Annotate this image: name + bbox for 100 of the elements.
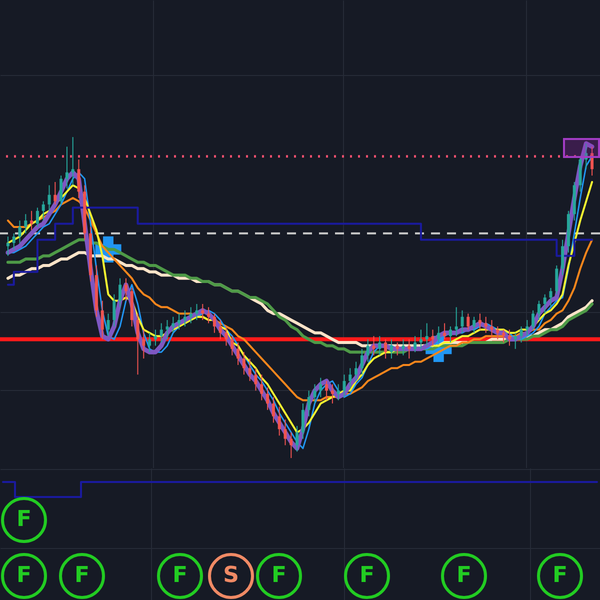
candlestick bbox=[24, 214, 28, 234]
candlestick bbox=[472, 316, 476, 334]
candlestick bbox=[396, 342, 399, 356]
candlestick bbox=[284, 419, 287, 446]
candlestick bbox=[290, 432, 293, 459]
candlestick bbox=[201, 303, 204, 321]
candlestick bbox=[443, 322, 446, 340]
candlestick bbox=[378, 336, 382, 356]
candlestick bbox=[65, 146, 68, 189]
candlestick bbox=[248, 358, 252, 382]
candlestick bbox=[71, 136, 74, 186]
candlestick bbox=[18, 220, 22, 244]
candlestick bbox=[242, 352, 246, 376]
candlestick bbox=[313, 384, 316, 404]
candlestick bbox=[330, 384, 334, 404]
candlestick bbox=[319, 377, 322, 398]
candlestick bbox=[172, 316, 175, 334]
candlestick bbox=[549, 287, 552, 308]
candlestick bbox=[212, 313, 216, 334]
candlestick bbox=[224, 326, 228, 346]
candlestick bbox=[106, 313, 110, 337]
candlestick bbox=[448, 326, 452, 343]
candlestick bbox=[325, 380, 328, 401]
text: F bbox=[16, 563, 32, 588]
candlestick bbox=[508, 329, 511, 346]
candlestick bbox=[502, 329, 506, 343]
candlestick bbox=[118, 278, 122, 308]
candlestick bbox=[348, 368, 352, 388]
candlestick bbox=[342, 374, 346, 398]
candlestick bbox=[42, 200, 45, 222]
candlestick bbox=[166, 320, 169, 340]
candlestick bbox=[77, 159, 80, 199]
candlestick bbox=[360, 348, 364, 376]
candlestick bbox=[390, 338, 393, 360]
candlestick bbox=[514, 332, 517, 350]
text: F bbox=[456, 563, 472, 588]
candlestick bbox=[301, 402, 304, 440]
candlestick bbox=[218, 320, 222, 340]
candlestick bbox=[266, 386, 270, 410]
candlestick bbox=[484, 316, 488, 334]
candlestick bbox=[437, 326, 440, 343]
candlestick bbox=[36, 207, 39, 228]
candlestick bbox=[260, 374, 264, 401]
candlestick bbox=[561, 239, 564, 276]
candlestick bbox=[48, 184, 51, 212]
candlestick bbox=[354, 361, 358, 382]
candlestick bbox=[555, 264, 558, 295]
candlestick bbox=[142, 329, 146, 360]
candlestick bbox=[466, 313, 470, 330]
candlestick bbox=[148, 332, 152, 353]
candlestick bbox=[543, 294, 546, 314]
text: F bbox=[552, 563, 568, 588]
candlestick bbox=[307, 390, 310, 417]
candlestick bbox=[207, 306, 210, 324]
text: S bbox=[223, 563, 239, 588]
candlestick bbox=[490, 320, 494, 337]
candlestick bbox=[100, 300, 104, 340]
candlestick bbox=[178, 313, 181, 330]
candlestick bbox=[30, 210, 34, 231]
candlestick bbox=[189, 306, 192, 324]
candlestick bbox=[408, 338, 411, 360]
candlestick bbox=[112, 294, 116, 327]
candlestick bbox=[366, 338, 370, 362]
candlestick bbox=[278, 406, 281, 436]
candlestick bbox=[272, 396, 275, 424]
candlestick bbox=[154, 329, 157, 346]
text: F bbox=[359, 563, 375, 588]
candlestick bbox=[584, 142, 588, 170]
candlestick bbox=[425, 322, 428, 346]
candlestick bbox=[526, 320, 529, 337]
text: F bbox=[74, 563, 90, 588]
candlestick bbox=[236, 342, 240, 366]
candlestick bbox=[336, 384, 340, 401]
candlestick bbox=[454, 306, 458, 337]
candlestick bbox=[414, 336, 417, 353]
candlestick bbox=[183, 310, 186, 327]
candlestick bbox=[419, 329, 422, 350]
candlestick bbox=[496, 326, 500, 340]
candlestick bbox=[12, 232, 16, 250]
candlestick bbox=[402, 338, 405, 356]
candlestick bbox=[520, 326, 523, 343]
candlestick bbox=[532, 310, 535, 330]
candlestick bbox=[60, 175, 63, 205]
candlestick bbox=[160, 322, 163, 343]
candlestick bbox=[54, 182, 57, 205]
text: F bbox=[271, 563, 287, 588]
candlestick bbox=[537, 300, 540, 321]
candlestick bbox=[478, 313, 482, 330]
candlestick bbox=[384, 338, 388, 360]
candlestick bbox=[195, 303, 198, 321]
text: F bbox=[172, 563, 188, 588]
candlestick bbox=[431, 329, 434, 346]
candlestick bbox=[590, 146, 594, 176]
text: F bbox=[16, 507, 32, 532]
candlestick bbox=[124, 278, 128, 302]
candlestick bbox=[254, 368, 258, 392]
candlestick bbox=[136, 313, 140, 376]
candlestick bbox=[230, 336, 234, 356]
candlestick bbox=[6, 236, 10, 256]
candlestick bbox=[296, 425, 299, 452]
